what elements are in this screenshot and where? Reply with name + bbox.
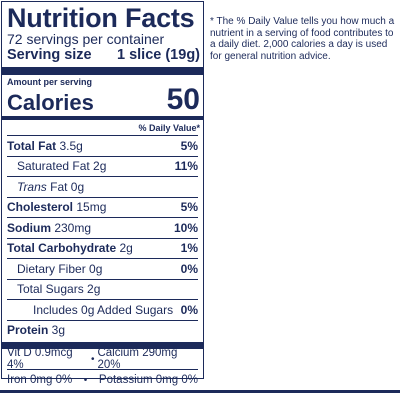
nutrient-name: Total Sugars	[17, 282, 84, 297]
nutrient-dv: 0%	[180, 261, 198, 276]
nutrient-name: Cholesterol	[7, 200, 74, 215]
nutrient-amount: 3.5g	[56, 138, 83, 153]
nutrient-name: Total Carbohydrate	[7, 241, 117, 256]
nutrient-amount: 2g	[116, 241, 133, 256]
thick-divider	[2, 67, 203, 75]
nutrient-name: Total Fat	[7, 138, 57, 153]
nutrient-row-trans-fat: Trans Fat 0g	[7, 176, 198, 197]
nutrient-amount: 2g	[89, 159, 107, 174]
potassium: Potassium 0mg 0%	[98, 374, 198, 386]
nutrient-amount: 2g	[83, 282, 101, 297]
calcium: Calcium 290mg 20%	[97, 347, 178, 371]
bottom-rule	[0, 390, 400, 393]
bullet: •	[83, 374, 88, 386]
nutrient-dv: 10%	[173, 220, 198, 235]
nutrient-amount: 230mg	[51, 220, 92, 235]
footnote-text: The % Daily Value tells you how much a n…	[210, 16, 395, 62]
nutrient-amount: 15mg	[73, 200, 107, 215]
nutrient-dv: 0%	[180, 302, 198, 317]
nutrient-row-total-fat: Total Fat 3.5g 5%	[7, 135, 198, 156]
daily-value-footnote: * The % Daily Value tells you how much a…	[210, 16, 396, 62]
thick-divider-bottom	[2, 342, 203, 349]
vitamin-d: Vit D 0.9mcg 4%	[7, 347, 73, 371]
nutrient-row-protein: Protein 3g	[7, 319, 198, 341]
nutrient-dv: 1%	[180, 241, 198, 256]
footnote-star: *	[210, 16, 214, 27]
nutrient-row-saturated-fat: Saturated Fat 2g 11%	[7, 155, 198, 177]
nutrient-name: Dietary Fiber	[17, 261, 86, 276]
vitamin-row-1: Vit D 0.9mcg 4% • Calcium 290mg 20%	[7, 347, 198, 371]
nutrient-name: Saturated Fat	[17, 159, 90, 174]
nutrient-name: Protein	[7, 323, 49, 338]
vitamin-row-2: Iron 0mg 0% • Potassium 0mg 0%	[7, 369, 198, 390]
serving-size-label: Serving size	[7, 47, 92, 63]
iron: Iron 0mg 0%	[7, 374, 73, 386]
nutrient-dv: 5%	[180, 200, 198, 215]
nutrient-row-dietary-fiber: Dietary Fiber 0g 0%	[7, 258, 198, 279]
nutrient-dv: 5%	[180, 138, 198, 153]
serving-size-value: 1 slice (19g)	[116, 47, 200, 63]
calories-label: Calories	[7, 90, 94, 115]
nutrition-facts-panel: Nutrition Facts 72 servings per containe…	[1, 1, 204, 386]
nutrient-row-sodium: Sodium 230mg 10%	[7, 217, 198, 238]
nutrient-row-added-sugars: Includes 0g Added Sugars 0%	[7, 299, 198, 320]
nutrient-name: Includes 0g Added Sugars	[33, 302, 174, 317]
label-title: Nutrition Facts	[7, 3, 195, 33]
nutrient-row-total-sugars: Total Sugars 2g	[7, 278, 198, 300]
nutrient-name: Trans	[17, 179, 47, 194]
serving-size-row: Serving size 1 slice (19g)	[7, 47, 200, 64]
nutrient-amount: 3g	[48, 323, 66, 338]
nutrient-amount: Fat 0g	[46, 179, 85, 194]
nutrient-dv: 11%	[174, 159, 198, 174]
calories-value: 50	[166, 83, 200, 116]
bullet: •	[90, 353, 95, 365]
nutrient-row-total-carbohydrate: Total Carbohydrate 2g 1%	[7, 237, 198, 259]
nutrient-row-cholesterol: Cholesterol 15mg 5%	[7, 196, 198, 218]
amount-per-serving: Amount per serving	[7, 77, 93, 87]
servings-per-container: 72 servings per container	[7, 31, 165, 47]
nutrient-name: Sodium	[7, 220, 51, 235]
medium-divider	[2, 116, 203, 120]
daily-value-header: % Daily Value*	[138, 123, 200, 133]
nutrient-amount: 0g	[85, 261, 103, 276]
calories-row: Calories 50	[7, 84, 200, 116]
